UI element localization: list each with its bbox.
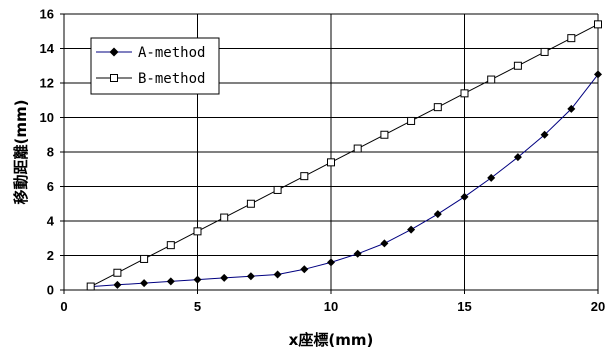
y-tick-label: 14: [40, 41, 55, 56]
y-tick-label: 4: [47, 214, 55, 229]
data-point: [300, 265, 309, 274]
data-point: [487, 75, 496, 84]
data-point: [246, 199, 255, 208]
data-point: [407, 225, 416, 234]
y-tick-label: 8: [47, 145, 54, 160]
legend-item-a-method: A-method: [96, 45, 205, 61]
y-axis-title: 移動距離(mm): [12, 100, 30, 205]
data-point: [460, 192, 469, 201]
data-point: [380, 239, 389, 248]
x-tick-label: 10: [324, 299, 338, 314]
data-point: [594, 70, 602, 79]
data-point: [327, 158, 335, 167]
data-point: [246, 272, 255, 281]
data-point: [487, 173, 496, 182]
data-point: [353, 144, 362, 153]
x-axis-title: x座標(mm): [289, 331, 374, 349]
series-line-a-method: [90, 74, 599, 288]
y-tick-label: 10: [40, 110, 54, 125]
tick-labels: 0 2 4 6 8 10 12 14 16 0 5 10 15 20: [40, 7, 606, 315]
data-point: [567, 34, 576, 43]
legend-label-b-method: B-method: [138, 71, 205, 87]
data-point: [273, 185, 282, 194]
data-point: [166, 241, 175, 250]
data-point: [220, 273, 229, 282]
data-point: [594, 20, 602, 29]
data-point: [166, 277, 175, 286]
data-point: [567, 104, 576, 113]
data-point: [273, 270, 282, 279]
data-point: [113, 268, 122, 277]
series-line-b-method: [90, 23, 599, 288]
x-tick-label: 0: [60, 299, 67, 314]
data-point: [407, 116, 416, 125]
y-tick-label: 16: [40, 7, 54, 22]
data-point: [513, 61, 522, 70]
x-tick-label: 5: [194, 299, 201, 314]
data-point: [86, 282, 95, 291]
data-point: [513, 153, 522, 162]
data-point: [380, 130, 389, 139]
legend: A-method B-method: [90, 37, 220, 95]
y-tick-label: 0: [47, 283, 54, 298]
legend-item-b-method: B-method: [96, 71, 205, 87]
data-point: [327, 258, 335, 267]
legend-box: [90, 37, 220, 95]
data-point: [353, 249, 362, 258]
legend-square-marker-icon: [110, 74, 118, 82]
y-tick-label: 12: [40, 76, 54, 91]
data-point: [140, 254, 149, 263]
legend-label-a-method: A-method: [138, 45, 205, 61]
series-b-method: [86, 20, 602, 291]
x-tick-label: 20: [591, 299, 605, 314]
data-point: [433, 210, 442, 219]
x-tick-label: 15: [457, 299, 471, 314]
data-point: [193, 227, 202, 236]
data-point: [193, 275, 202, 284]
data-point: [140, 279, 149, 288]
data-point: [300, 172, 309, 181]
axes: [60, 13, 599, 294]
data-point: [540, 130, 549, 139]
y-tick-label: 6: [47, 179, 54, 194]
series-layer: [86, 20, 602, 291]
data-point: [433, 103, 442, 112]
y-tick-label: 2: [47, 248, 54, 263]
data-point: [540, 47, 549, 56]
legend-diamond-marker-icon: [109, 47, 119, 57]
data-point: [113, 280, 122, 289]
data-point: [220, 213, 229, 222]
data-point: [460, 89, 469, 98]
